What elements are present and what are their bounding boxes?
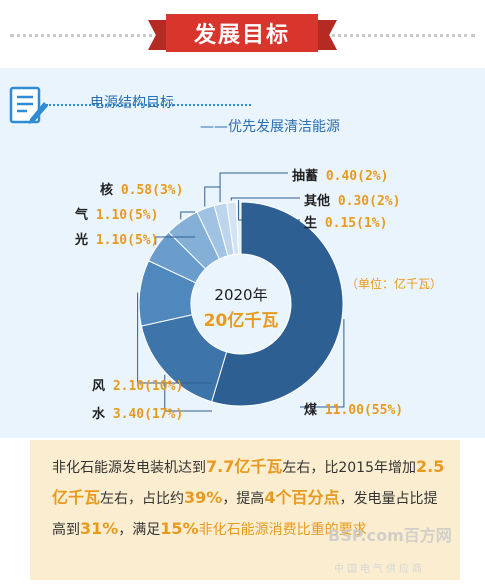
- slice-label-其他: 其他 0.30(2%): [304, 190, 400, 209]
- summary-highlight-1: 7.7亿千瓦: [206, 457, 283, 476]
- summary-highlight-3: 39%: [184, 488, 223, 507]
- summary-part-6: ，满足: [118, 522, 161, 538]
- slice-value: 0.30(2%): [337, 194, 401, 209]
- leader-line-生: [238, 200, 300, 221]
- slice-name: 气: [75, 208, 96, 223]
- summary-box: [30, 440, 460, 580]
- slice-name: 风: [92, 379, 113, 394]
- slice-name: 抽蓄: [292, 169, 326, 184]
- slice-name: 核: [100, 183, 121, 198]
- chart-center-total: 20亿千瓦: [203, 311, 279, 331]
- summary-highlight-4: 4个百分点: [264, 488, 340, 507]
- slice-value: 3.40(17%): [112, 407, 184, 422]
- header-dots-left: [10, 34, 160, 37]
- leader-line-抽蓄: [219, 172, 288, 203]
- slice-label-光: 光 1.10(5%): [75, 229, 158, 248]
- section-underline: [46, 104, 251, 106]
- summary-part-4: ，提高: [222, 491, 265, 507]
- slice-label-核: 核 0.58(3%): [100, 179, 183, 198]
- slice-label-抽蓄: 抽蓄 0.40(2%): [292, 165, 388, 184]
- summary-part-5: ，发电量占比提高到: [52, 491, 438, 538]
- slice-value: 1.10(5%): [95, 233, 159, 248]
- slice-生: [235, 201, 242, 255]
- chart-center-year: 2020年: [214, 286, 268, 304]
- slice-name: 水: [92, 407, 113, 422]
- slice-label-煤: 煤 11.00(55%): [304, 399, 403, 418]
- watermark-tagline: 中国电气供应商: [334, 564, 425, 575]
- summary-text: 非化石能源发电装机达到7.7亿千瓦左右，比2015年增加2.5亿千瓦左右，占比约…: [52, 452, 448, 545]
- slice-value: 0.58(3%): [120, 183, 184, 198]
- summary-part-1: 非化石能源发电装机达到: [52, 460, 206, 476]
- chart-unit-label: （单位：亿千瓦）: [346, 277, 443, 291]
- leader-line-核: [204, 186, 220, 207]
- summary-part-2: 左右，比2015年增加: [282, 460, 416, 476]
- summary-part-3: 左右，占比约: [100, 491, 185, 507]
- section-title: 电源结构目标: [90, 95, 174, 111]
- watermark-logo: BSP.com百方网: [328, 526, 452, 545]
- summary-highlight-2: 2.5亿千瓦: [52, 457, 445, 507]
- leader-line-煤: [300, 319, 345, 408]
- slice-label-风: 风 2.10(10%): [92, 375, 183, 394]
- leader-line-光: [155, 236, 195, 245]
- page-title: 发展目标: [166, 14, 318, 52]
- summary-highlight-6: 15%: [160, 519, 199, 538]
- slice-label-气: 气 1.10(5%): [75, 204, 158, 223]
- slice-煤: [211, 201, 344, 407]
- slice-name: 其他: [304, 194, 338, 209]
- slice-name: 煤: [304, 403, 325, 418]
- slice-name: 生: [304, 216, 325, 231]
- slice-value: 1.10(5%): [95, 208, 159, 223]
- summary-part-7: 非化石能源消费比重的要求: [198, 522, 367, 538]
- slice-value: 0.15(1%): [324, 216, 388, 231]
- document-pen-icon: [9, 86, 48, 124]
- header-dots-right: [325, 34, 475, 37]
- slice-name: 光: [75, 233, 96, 248]
- summary-highlight-5: 31%: [80, 519, 119, 538]
- slice-label-生: 生 0.15(1%): [304, 212, 387, 231]
- leader-line-气: [180, 211, 195, 220]
- slice-value: 11.00(55%): [324, 403, 404, 418]
- section-subtitle: ——优先发展清洁能源: [200, 119, 340, 135]
- leader-line-风: [137, 292, 212, 384]
- slice-label-水: 水 3.40(17%): [92, 403, 183, 422]
- slice-value: 0.40(2%): [325, 169, 389, 184]
- slice-value: 2.10(10%): [112, 379, 184, 394]
- leader-line-水: [164, 374, 212, 412]
- leader-line-其他: [230, 197, 300, 201]
